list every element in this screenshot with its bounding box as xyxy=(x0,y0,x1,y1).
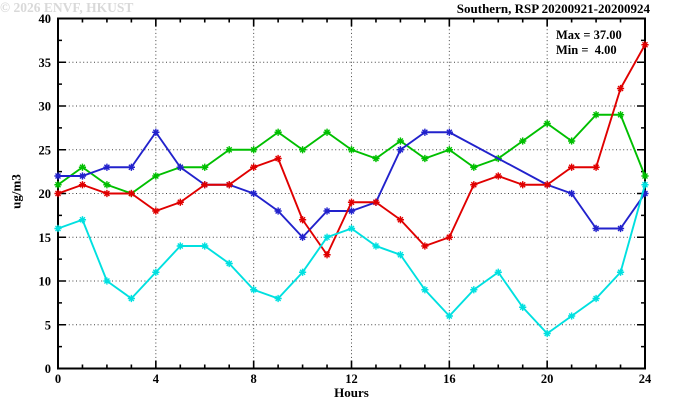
x-tick-label: 8 xyxy=(251,372,257,386)
x-tick-label: 0 xyxy=(55,372,61,386)
watermark: © 2026 ENVF, HKUST xyxy=(0,0,134,15)
x-tick-label: 24 xyxy=(639,372,652,386)
cyan-series-line xyxy=(57,184,646,335)
x-tick-label: 16 xyxy=(443,372,456,386)
y-tick-label: 0 xyxy=(45,362,51,376)
red-series-markers xyxy=(54,41,649,259)
chart-title: Southern, RSP 20200921-20200924 xyxy=(456,1,650,16)
y-tick-label: 25 xyxy=(39,143,52,157)
max-min-annotation: Max = 37.00 Min = 4.00 xyxy=(556,28,622,57)
y-tick-label: 40 xyxy=(39,12,52,26)
x-tick-label: 4 xyxy=(153,372,160,386)
x-axis-label: Hours xyxy=(334,385,369,400)
min-annotation: Min = 4.00 xyxy=(556,42,617,57)
max-annotation: Max = 37.00 xyxy=(556,28,622,42)
y-tick-label: 35 xyxy=(39,56,52,70)
y-tick-label: 15 xyxy=(39,231,52,245)
y-tick-label: 30 xyxy=(39,100,52,114)
x-tick-label: 12 xyxy=(345,372,358,386)
y-tick-label: 10 xyxy=(39,275,52,289)
blue-series-line xyxy=(58,131,646,239)
gridlines xyxy=(58,18,645,369)
axis-frame xyxy=(57,17,646,370)
axis-ticks xyxy=(57,17,646,370)
y-tick-label: 5 xyxy=(45,318,51,332)
y-axis-label: ug/m3 xyxy=(8,174,24,209)
cyan-series-markers xyxy=(54,181,649,338)
x-tick-label: 20 xyxy=(541,372,554,386)
y-tick-label: 20 xyxy=(39,187,52,201)
